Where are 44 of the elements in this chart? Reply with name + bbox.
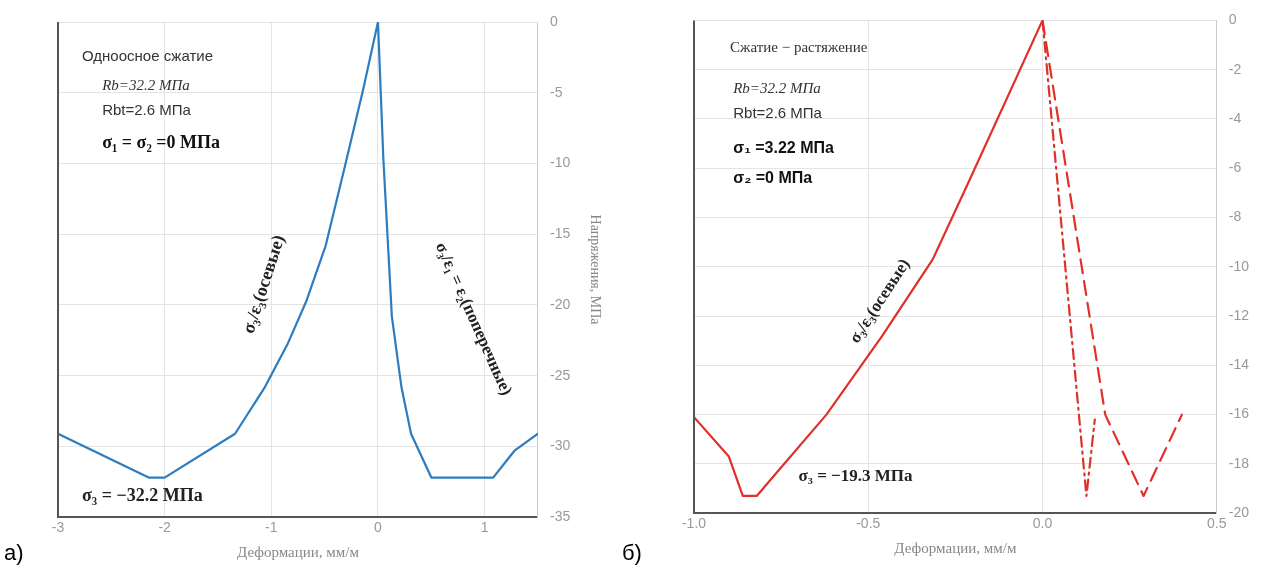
y-tick-label: -20 (549, 295, 571, 312)
x-tick-label: 0.0 (1032, 515, 1053, 532)
annotation: Rb=32.2 МПа (101, 77, 190, 94)
x-axis-title: Деформации, мм/м (894, 539, 1017, 556)
x-tick-label: -0.5 (856, 515, 881, 532)
y-tick-label: -16 (1228, 405, 1250, 422)
y-tick-label: -5 (549, 83, 563, 100)
y-tick-label: -25 (549, 366, 571, 383)
annotation: σ₂ =0 МПа (733, 168, 813, 186)
y-tick-label: 0 (1228, 11, 1237, 28)
y-tick-label: -20 (1228, 504, 1250, 521)
x-axis-title: Деформации, мм/м (236, 543, 360, 560)
annotation: σ₃ = −32.2 МПа (82, 484, 203, 505)
annotation: Rbt=2.6 МПа (102, 101, 192, 119)
y-tick-label: -6 (1228, 159, 1242, 176)
y-tick-label: -15 (549, 225, 571, 242)
y-tick-label: -12 (1228, 306, 1250, 323)
annotation: Rb=32.2 МПа (732, 80, 821, 97)
annotation: Rbt=2.6 МПа (733, 104, 823, 122)
text: а) (4, 540, 24, 566)
y-tick-label: -10 (1228, 257, 1250, 274)
y-axis-title: Напряжения, МПа (587, 214, 603, 326)
y-tick-label: -14 (1228, 356, 1250, 373)
annotation: σ₃ = −19.3 МПа (798, 465, 914, 485)
text: б) (622, 540, 642, 566)
annotation: σ₁ =3.22 МПа (733, 138, 834, 156)
x-tick-label: -3 (51, 519, 65, 536)
y-tick-label: -18 (1228, 454, 1250, 471)
y-tick-label: -30 (549, 437, 571, 454)
x-tick-label: 0.5 (1207, 515, 1227, 532)
x-tick-label: -1 (265, 519, 278, 536)
y-tick-label: -35 (549, 508, 571, 525)
x-tick-label: 0 (374, 519, 383, 536)
y-tick-label: -10 (549, 154, 571, 171)
x-tick-label: 1 (480, 519, 489, 536)
x-tick-label: -2 (158, 519, 172, 536)
y-tick-label: -8 (1228, 208, 1242, 225)
annotation: Сжатие − растяжение (730, 38, 868, 55)
x-tick-label: -1.0 (681, 515, 707, 532)
y-tick-label: -2 (1228, 60, 1242, 77)
annotation: σ₁ = σ₂ =0 МПа (102, 131, 221, 152)
annotation: Одноосное сжатие (82, 46, 214, 64)
y-tick-label: -4 (1228, 109, 1242, 126)
y-tick-label: 0 (549, 12, 558, 29)
